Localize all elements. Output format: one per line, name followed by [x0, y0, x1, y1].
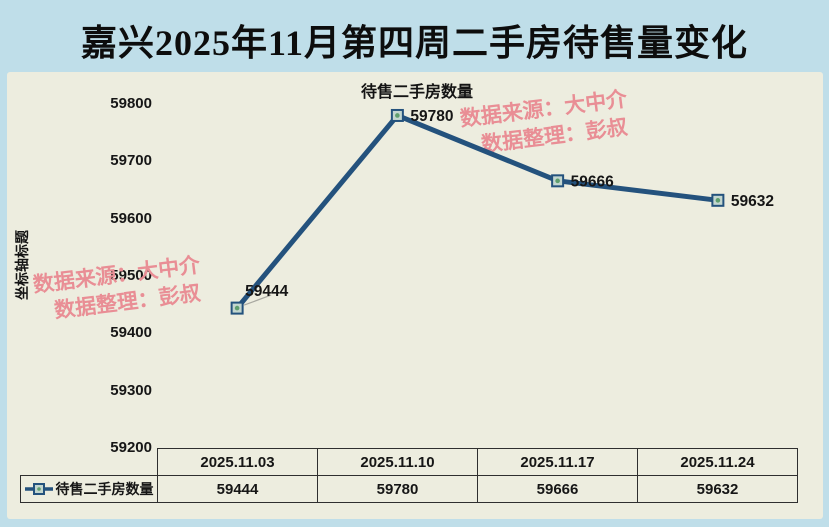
- table-value-row: 待售二手房数量 59444 59780 59666 59632: [20, 475, 798, 503]
- page-title: 嘉兴2025年11月第四周二手房待售量变化: [80, 23, 748, 63]
- y-tick-label: 59700: [110, 152, 152, 170]
- y-tick-label: 59300: [110, 381, 152, 399]
- table-header-row: 2025.11.03 2025.11.10 2025.11.17 2025.11.24: [21, 448, 798, 476]
- table-value-cell: 59444: [157, 475, 318, 503]
- chart-title: 待售二手房数量: [360, 84, 473, 101]
- y-axis-title: 坐标轴标题: [14, 230, 30, 300]
- y-tick-label: 59500: [110, 267, 152, 284]
- legend-cell: 待售二手房数量: [20, 475, 158, 503]
- table-header-cell: 2025.11.03: [157, 448, 318, 476]
- table-value-cell: 59666: [477, 475, 638, 503]
- legend-label: 待售二手房数量: [55, 481, 154, 497]
- y-tick-label: 59200: [110, 439, 152, 456]
- table-header-cell: 2025.11.24: [637, 448, 798, 476]
- y-tick-label: 59400: [110, 324, 152, 342]
- y-tick-label: 59800: [110, 95, 152, 112]
- table-value-cell: 59780: [317, 475, 478, 503]
- table-header-cell: 2025.11.17: [477, 448, 638, 476]
- table-header-cell: 2025.11.10: [317, 448, 478, 476]
- table-corner-spacer: [21, 449, 158, 476]
- y-tick-label: 59600: [110, 209, 152, 227]
- table-value-cell: 59632: [637, 475, 798, 503]
- chart-data-table: 2025.11.03 2025.11.10 2025.11.17 2025.11.24…: [20, 448, 798, 503]
- legend-key-icon: [24, 483, 53, 495]
